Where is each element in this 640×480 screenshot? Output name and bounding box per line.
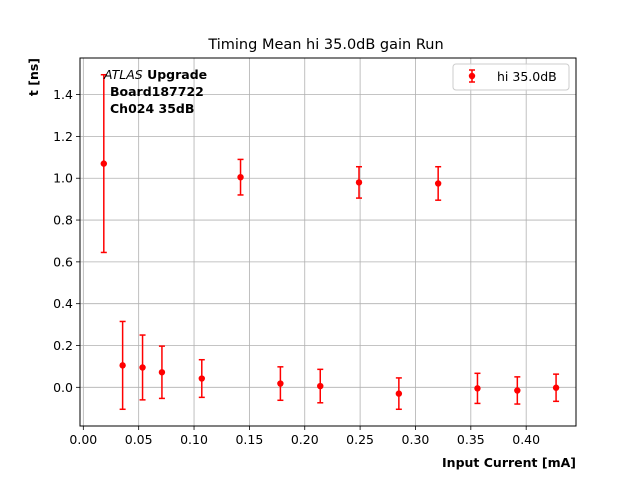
data-point-group xyxy=(474,372,481,405)
data-point-group xyxy=(355,165,363,199)
annotation-line-2: Board187722 xyxy=(110,84,204,99)
annotation-line-3: Ch024 35dB xyxy=(110,101,194,116)
chart-title: Timing Mean hi 35.0dB gain Run xyxy=(207,37,443,53)
legend: hi 35.0dB xyxy=(452,63,570,91)
x-tick-label: 0.00 xyxy=(69,432,97,447)
x-tick-label: 0.20 xyxy=(291,432,319,447)
data-point-group xyxy=(158,345,166,400)
atlas-annotation: ATLAS Upgrade Board187722 Ch024 35dB xyxy=(103,67,207,116)
data-point-group xyxy=(514,376,521,405)
x-tick-label: 0.25 xyxy=(346,432,374,447)
x-tick-label: 0.15 xyxy=(235,432,263,447)
y-tick-label: 1.0 xyxy=(53,171,73,186)
y-tick-label: 1.4 xyxy=(53,87,73,102)
annotation-atlas: ATLAS xyxy=(103,67,143,82)
data-point-group xyxy=(119,320,126,411)
data-point xyxy=(514,387,521,394)
plot-area-frame xyxy=(79,57,577,427)
x-tick-label: 0.40 xyxy=(512,432,540,447)
data-point xyxy=(198,375,205,382)
data-point xyxy=(474,385,481,392)
x-tick-label: 0.05 xyxy=(125,432,153,447)
grid xyxy=(80,58,576,426)
data-point xyxy=(434,180,442,187)
data-layer xyxy=(100,73,560,411)
y-tick-label: 0.2 xyxy=(53,338,73,353)
y-axis-label: t [ns] xyxy=(26,58,41,96)
y-tick-label: 1.2 xyxy=(53,129,73,144)
legend-box xyxy=(452,63,570,91)
data-point-group xyxy=(139,334,146,401)
data-point xyxy=(552,384,560,391)
data-point xyxy=(158,369,166,376)
y-tick-label: 0.0 xyxy=(53,380,73,395)
data-point xyxy=(317,382,324,390)
data-point xyxy=(395,390,403,397)
x-axis-label: Input Current [mA] xyxy=(442,455,576,470)
data-point xyxy=(100,160,108,167)
data-point xyxy=(277,380,284,387)
data-point-group xyxy=(198,358,205,399)
data-point-group xyxy=(277,366,284,402)
x-tick-label: 0.30 xyxy=(402,432,430,447)
legend-label: hi 35.0dB xyxy=(497,69,557,84)
annotation-line-1: ATLAS Upgrade xyxy=(103,67,207,82)
data-point xyxy=(139,364,146,371)
data-point xyxy=(355,179,363,186)
y-axis-ticks: 0.0 0.2 0.4 0.6 0.8 1.0 1.2 1.4 xyxy=(53,87,80,395)
annotation-upgrade: Upgrade xyxy=(143,67,207,82)
x-tick-label: 0.35 xyxy=(457,432,485,447)
x-tick-label: 0.10 xyxy=(180,432,208,447)
data-point-group xyxy=(100,73,108,254)
legend-point-marker xyxy=(468,72,476,80)
y-tick-label: 0.6 xyxy=(53,254,73,269)
data-point-group xyxy=(434,165,442,201)
data-point-group xyxy=(552,373,560,403)
y-tick-label: 0.8 xyxy=(53,213,73,228)
data-point xyxy=(119,362,126,369)
data-point-group xyxy=(237,158,244,196)
data-point xyxy=(237,173,244,181)
x-axis-ticks: 0.00 0.05 0.10 0.15 0.20 0.25 0.30 0.35 0.40 xyxy=(69,426,540,447)
data-point-group xyxy=(317,368,324,404)
y-tick-label: 0.4 xyxy=(53,296,73,311)
data-point-group xyxy=(395,377,403,411)
